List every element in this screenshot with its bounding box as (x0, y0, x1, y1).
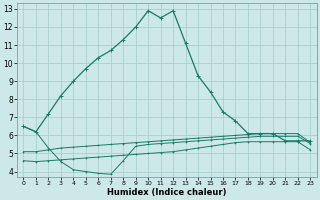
X-axis label: Humidex (Indice chaleur): Humidex (Indice chaleur) (107, 188, 227, 197)
